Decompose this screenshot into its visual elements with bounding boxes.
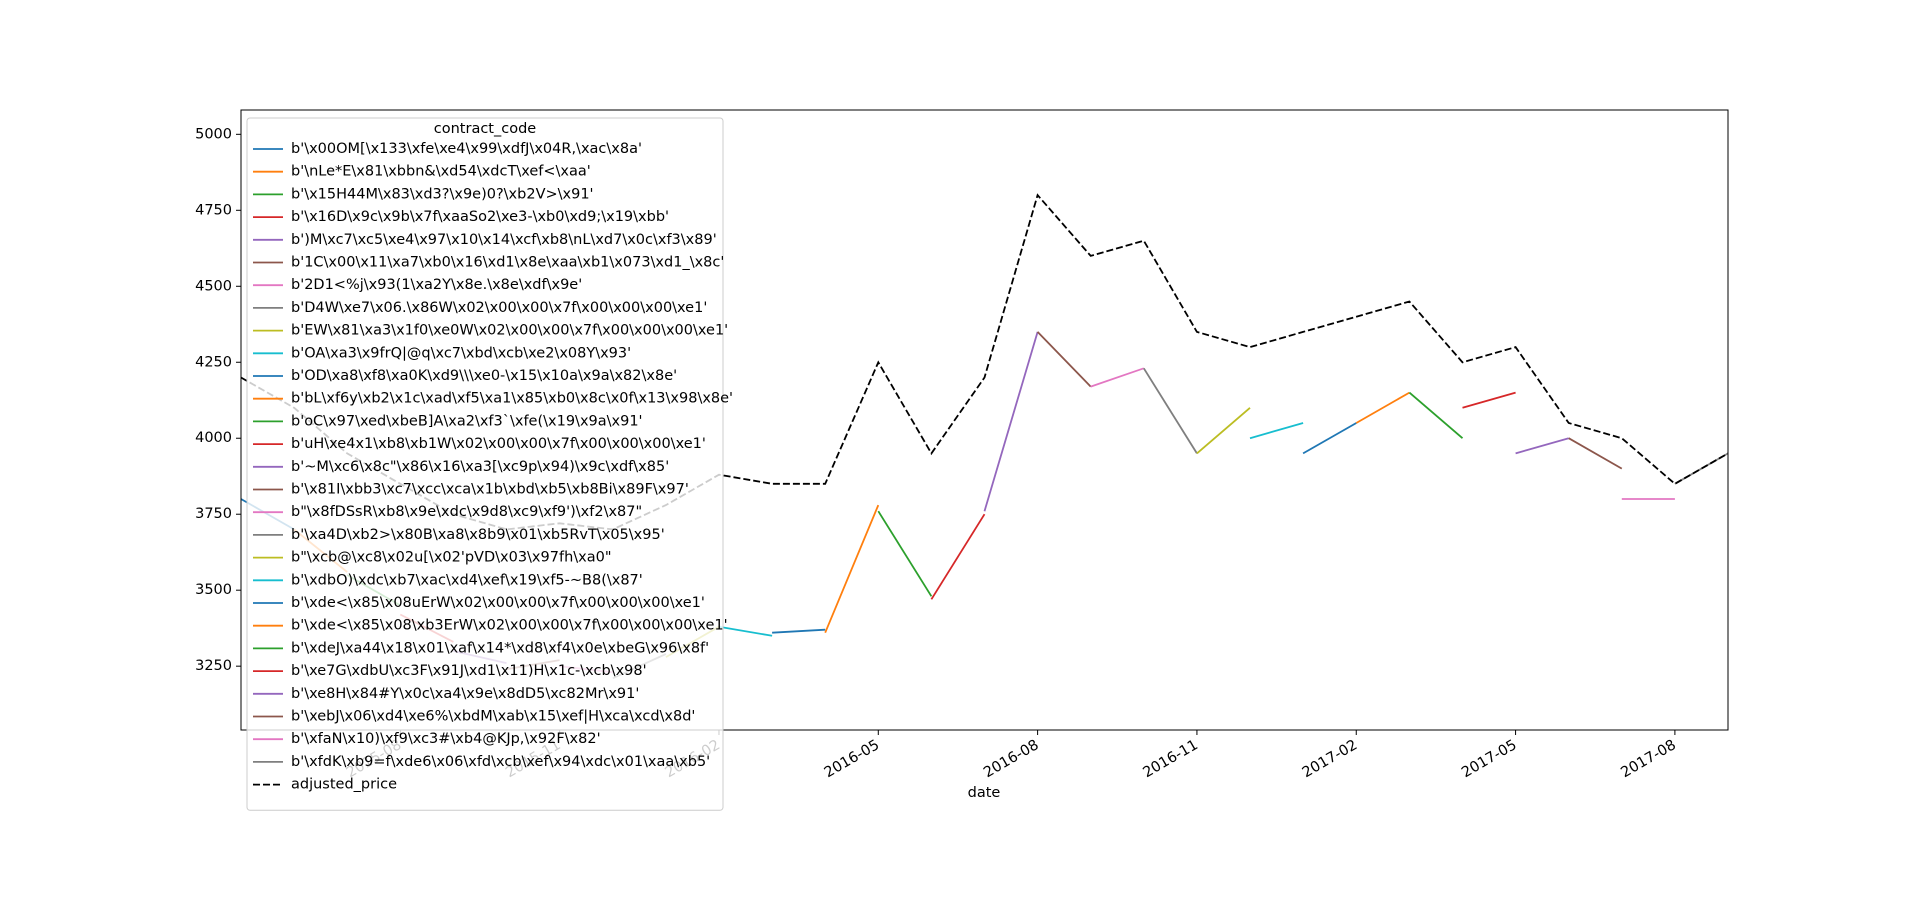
legend-label: b'\xe8H\x84#Y\x0c\xa4\x9e\x8dD5\xc82Mr\x…	[291, 686, 639, 702]
legend-box	[246, 117, 724, 811]
legend-label: b'EW\x81\xa3\x1f0\xe0W\x02\x00\x00\x7f\x…	[291, 323, 728, 339]
legend-label: b"\xcb@\xc8\x02u[\x02'pVD\x03\x97fh\xa0"	[291, 550, 612, 566]
y-tick-label: 3500	[195, 582, 232, 598]
y-tick-label: 3750	[195, 506, 232, 522]
legend-label: b'bL\xf6y\xb2\x1c\xad\xf5\xa1\x85\xb0\x8…	[291, 391, 733, 407]
legend-label: b'\x16D\x9c\x9b\x7f\xaaSo2\xe3-\xb0\xd9;…	[291, 209, 669, 225]
series-line	[1355, 391, 1410, 424]
legend-label: b'\x15H44M\x83\xd3?\x9e)0?\xb2V>\x91'	[291, 186, 594, 202]
x-tick-label: 2017-08	[1618, 737, 1678, 781]
series-line	[983, 331, 1039, 512]
legend-label: b'\xde<\x85\x08uErW\x02\x00\x00\x7f\x00\…	[291, 595, 705, 611]
legend-label: b"\x8fDSsR\xb8\x9e\xdc\x9d8\xc9\xf9')\xf…	[291, 504, 642, 520]
legend-title: contract_code	[434, 121, 537, 137]
legend-label: b'\nLe*E\x81\xbbn&\xd54\xdcT\xef<\xaa'	[291, 164, 591, 180]
x-tick-label: 2016-11	[1140, 737, 1200, 781]
series-line	[772, 628, 826, 634]
x-tick-label: 2017-02	[1300, 737, 1360, 781]
plot-frame	[240, 109, 1729, 731]
legend-label: b'oC\x97\xed\xbeB]A\xa2\xf3`\xfe(\x19\x9…	[291, 413, 643, 429]
series-line	[1462, 391, 1516, 409]
legend-label: b'\xe7G\xdbU\xc3F\x91J\xd1\x11)H\x1c-\xc…	[291, 663, 647, 679]
legend-label: b'\xebJ\x06\xd4\xe6%\xbdM\xab\x15\xef|H\…	[291, 709, 695, 725]
y-tick-label: 4000	[195, 430, 232, 446]
y-tick-label: 4250	[195, 354, 232, 370]
series-line	[1302, 422, 1357, 455]
legend-label: b'\xfaN\x10)\xf9\xc3#\xb4@KJp,\x92F\x82'	[291, 731, 601, 747]
legend-label: b'\xdeJ\xa44\x18\x01\xaf\x14*\xd8\xf4\x0…	[291, 640, 709, 656]
x-tick-label: 2016-05	[822, 737, 882, 781]
legend-label: b'1C\x00\x11\xa7\xb0\x16\xd1\x8e\xaa\xb1…	[291, 255, 724, 271]
series-line	[1090, 367, 1145, 388]
series-line	[1143, 367, 1198, 454]
legend-label: b'\xde<\x85\x08\xb3ErW\x02\x00\x00\x7f\x…	[291, 618, 728, 634]
series-line	[877, 510, 933, 597]
series-line	[718, 625, 773, 637]
legend-label: b'\x00OM[\x133\xfe\xe4\x99\xdfJ\x04R,\xa…	[291, 141, 642, 157]
series-line	[824, 504, 880, 634]
legend-label: b'D4W\xe7\x06.\x86W\x02\x00\x00\x7f\x00\…	[291, 300, 707, 316]
y-tick-label: 4500	[195, 278, 232, 294]
legend-label: b'~M\xc6\x8c"\x86\x16\xa3[\xc9p\x94)\x9c…	[291, 459, 669, 475]
series-line	[1196, 407, 1251, 455]
series-line	[1036, 331, 1092, 388]
legend-label: b'OD\xa8\xf8\xa0K\xd9\\\xe0-\x15\x10a\x9…	[291, 368, 677, 384]
x-axis-label: date	[968, 785, 1001, 801]
series-line	[1568, 437, 1623, 470]
series-line	[1515, 437, 1569, 455]
legend-label: b'2D1<%j\x93(1\xa2Y\x8e.\x8e\xdf\x9e'	[291, 277, 582, 293]
legend-label: b'\xa4D\xb2>\x80B\xa8\x8b9\x01\xb5RvT\x0…	[291, 527, 665, 543]
series-line	[1408, 391, 1464, 439]
series-line	[930, 513, 986, 600]
legend-label: b'\xfdK\xb9=f\xde6\x06\xfd\xcb\xef\x94\x…	[291, 754, 710, 770]
y-tick-label: 3250	[195, 658, 232, 674]
x-tick-label: 2017-05	[1459, 737, 1519, 781]
legend-label: b')M\xc7\xc5\xe4\x97\x10\x14\xcf\xb8\nL\…	[291, 232, 717, 248]
legend-label: b'\x81I\xbb3\xc7\xcc\xca\x1b\xbd\xb5\xb8…	[291, 482, 689, 498]
legend-label: b'OA\xa3\x9frQ|@q\xc7\xbd\xcb\xe2\x08Y\x…	[291, 345, 631, 361]
y-tick-label: 4750	[195, 202, 232, 218]
legend-label: adjusted_price	[291, 777, 397, 793]
legend-label: b'\xdbO)\xdc\xb7\xac\xd4\xef\x19\xf5-~B8…	[291, 572, 643, 588]
y-tick-label: 5000	[195, 126, 232, 142]
legend-label: b'uH\xe4x1\xb8\xb1W\x02\x00\x00\x7f\x00\…	[291, 436, 706, 452]
series-line	[1249, 422, 1304, 440]
x-tick-label: 2016-08	[981, 737, 1041, 781]
